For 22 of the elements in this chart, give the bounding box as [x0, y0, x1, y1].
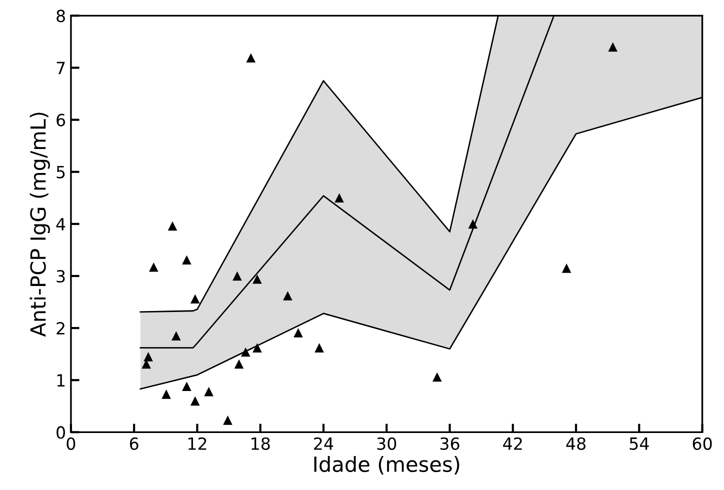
- x-tick-label: 54: [630, 438, 649, 450]
- y-tick-label: 7: [56, 62, 65, 74]
- x-axis-title: Idade (meses): [314, 456, 460, 475]
- y-tick-label: 8: [56, 10, 65, 22]
- x-tick-label: 6: [130, 437, 138, 450]
- y-axis-title: Anti-PCP IgG (mg/mL): [30, 112, 50, 337]
- x-tick-label: 48: [566, 437, 586, 450]
- y-tick-label: 3: [56, 270, 65, 283]
- y-tick-label: 1: [57, 374, 65, 386]
- y-tick-label: 4: [56, 218, 66, 230]
- y-tick-label: 5: [56, 166, 65, 178]
- x-tick-label: 0: [66, 437, 76, 450]
- y-tick-label: 0: [56, 426, 65, 439]
- x-tick-label: 12: [188, 437, 206, 450]
- x-tick-label: 42: [503, 437, 522, 450]
- y-tick-label: 2: [56, 322, 64, 334]
- x-tick-label: 24: [314, 437, 334, 450]
- y-tick-label: 6: [56, 114, 66, 126]
- x-tick-label: 36: [440, 437, 460, 450]
- x-tick-label: 18: [252, 437, 270, 450]
- x-tick-label: 30: [377, 437, 396, 450]
- x-tick-label: 60: [692, 437, 712, 450]
